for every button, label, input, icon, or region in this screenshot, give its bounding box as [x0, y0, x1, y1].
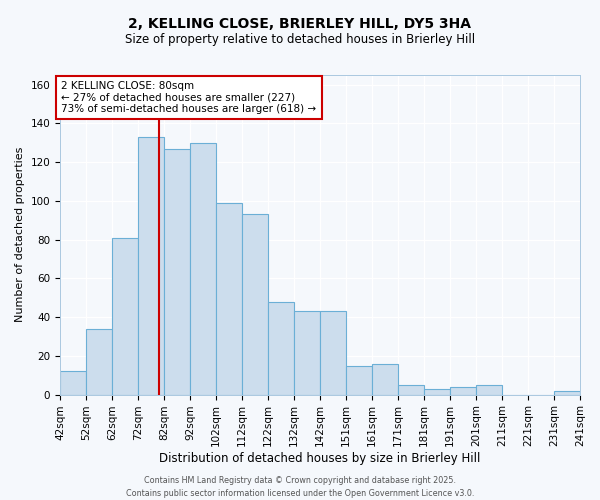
Bar [398, 385, 424, 394]
Text: 2, KELLING CLOSE, BRIERLEY HILL, DY5 3HA: 2, KELLING CLOSE, BRIERLEY HILL, DY5 3HA [128, 18, 472, 32]
Bar [86, 328, 112, 394]
Bar [320, 312, 346, 394]
Bar [138, 137, 164, 394]
Bar [450, 387, 476, 394]
Bar [242, 214, 268, 394]
Bar [346, 366, 372, 394]
Bar [164, 148, 190, 394]
Bar [112, 238, 138, 394]
Y-axis label: Number of detached properties: Number of detached properties [15, 147, 25, 322]
Bar [60, 372, 86, 394]
Bar [476, 385, 502, 394]
Bar [372, 364, 398, 394]
Bar [554, 390, 580, 394]
Text: Contains HM Land Registry data © Crown copyright and database right 2025.
Contai: Contains HM Land Registry data © Crown c… [126, 476, 474, 498]
X-axis label: Distribution of detached houses by size in Brierley Hill: Distribution of detached houses by size … [160, 452, 481, 465]
Bar [424, 389, 450, 394]
Text: 2 KELLING CLOSE: 80sqm
← 27% of detached houses are smaller (227)
73% of semi-de: 2 KELLING CLOSE: 80sqm ← 27% of detached… [61, 81, 316, 114]
Bar [294, 312, 320, 394]
Bar [190, 143, 216, 395]
Bar [216, 203, 242, 394]
Text: Size of property relative to detached houses in Brierley Hill: Size of property relative to detached ho… [125, 32, 475, 46]
Bar [268, 302, 294, 394]
